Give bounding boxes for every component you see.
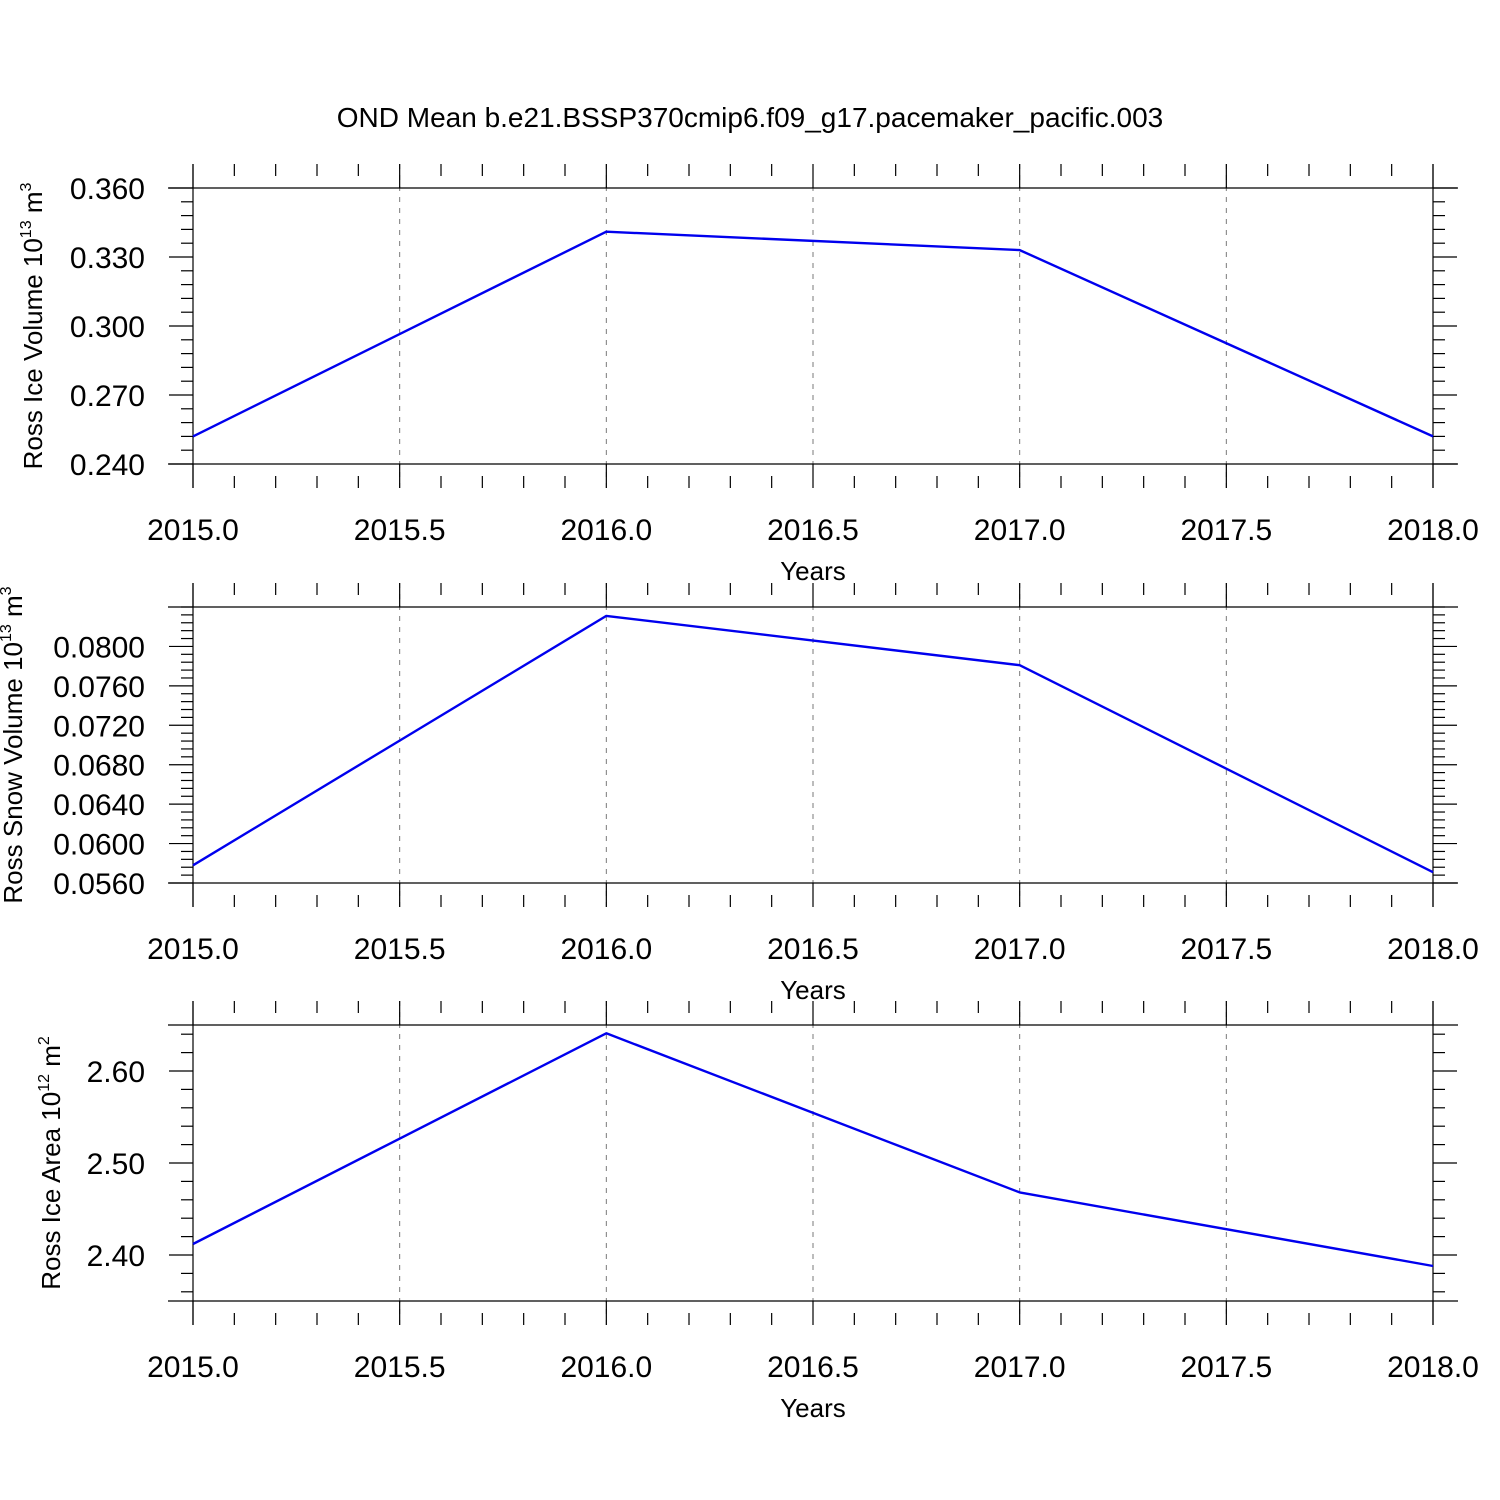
y-axis-label: Ross Ice Volume 1013 m3 (18, 182, 48, 469)
y-tick-label: 0.0720 (53, 710, 145, 743)
series-line (192, 1032, 1434, 1268)
x-tick-label: 2017.5 (1180, 1351, 1272, 1384)
y-tick-label: 2.50 (87, 1148, 145, 1181)
x-tick-label: 2015.0 (147, 514, 239, 547)
x-tick-label: 2016.0 (560, 514, 652, 547)
x-tick-label: 2017.5 (1180, 933, 1272, 966)
y-tick-label: 0.360 (70, 173, 145, 206)
y-tick-label: 0.0640 (53, 789, 145, 822)
y-tick-label: 2.60 (87, 1056, 145, 1089)
chart-panel-3: 2.40 2.50 2.60 2015.0 2015.5 2016.0 2016.5 2017… (36, 1001, 1479, 1423)
x-tick-label: 2016.5 (767, 933, 859, 966)
x-tick-label: 2016.0 (560, 1351, 652, 1384)
y-tick-label: 0.0560 (53, 868, 145, 901)
x-tick-label: 2016.5 (767, 1351, 859, 1384)
x-tick-label: 2018.0 (1387, 1351, 1479, 1384)
x-tick-label: 2015.0 (147, 933, 239, 966)
x-tick-label: 2015.5 (354, 514, 446, 547)
y-tick-label: 0.300 (70, 311, 145, 344)
chart-panel-1: 0.240 0.270 0.300 0.330 0.360 2015.0 2015.5 201… (18, 164, 1479, 586)
series-line (192, 614, 1434, 874)
x-axis-label: Years (780, 975, 846, 1005)
y-tick-label: 2.40 (87, 1240, 145, 1273)
x-tick-label: 2018.0 (1387, 514, 1479, 547)
y-tick-label: 0.240 (70, 449, 145, 482)
x-tick-label: 2018.0 (1387, 933, 1479, 966)
x-tick-label: 2015.0 (147, 1351, 239, 1384)
x-tick-label: 2015.5 (354, 933, 446, 966)
series-line (192, 230, 1434, 438)
x-tick-label: 2017.5 (1180, 514, 1272, 547)
y-tick-label: 0.0760 (53, 671, 145, 704)
y-tick-label: 0.270 (70, 380, 145, 413)
chart-title: OND Mean b.e21.BSSP370cmip6.f09_g17.pace… (337, 102, 1164, 133)
x-tick-label: 2016.0 (560, 933, 652, 966)
y-tick-label: 0.0600 (53, 829, 145, 862)
y-axis-label: Ross Ice Area 1012 m2 (36, 1036, 66, 1290)
x-axis-label: Years (780, 556, 846, 586)
x-tick-label: 2017.0 (974, 1351, 1066, 1384)
y-tick-label: 0.0680 (53, 750, 145, 783)
y-tick-label: 0.330 (70, 242, 145, 275)
y-axis-label: Ross Snow Volume 1013 m3 (0, 586, 28, 903)
chart-panel-2: 0.0560 0.0600 0.0640 0.0680 0.0720 0.0760 0.08… (0, 583, 1479, 1005)
x-tick-label: 2017.0 (974, 514, 1066, 547)
y-tick-label: 0.0800 (53, 631, 145, 664)
x-tick-label: 2016.5 (767, 514, 859, 547)
x-axis-label: Years (780, 1393, 846, 1423)
x-tick-label: 2017.0 (974, 933, 1066, 966)
x-tick-label: 2015.5 (354, 1351, 446, 1384)
